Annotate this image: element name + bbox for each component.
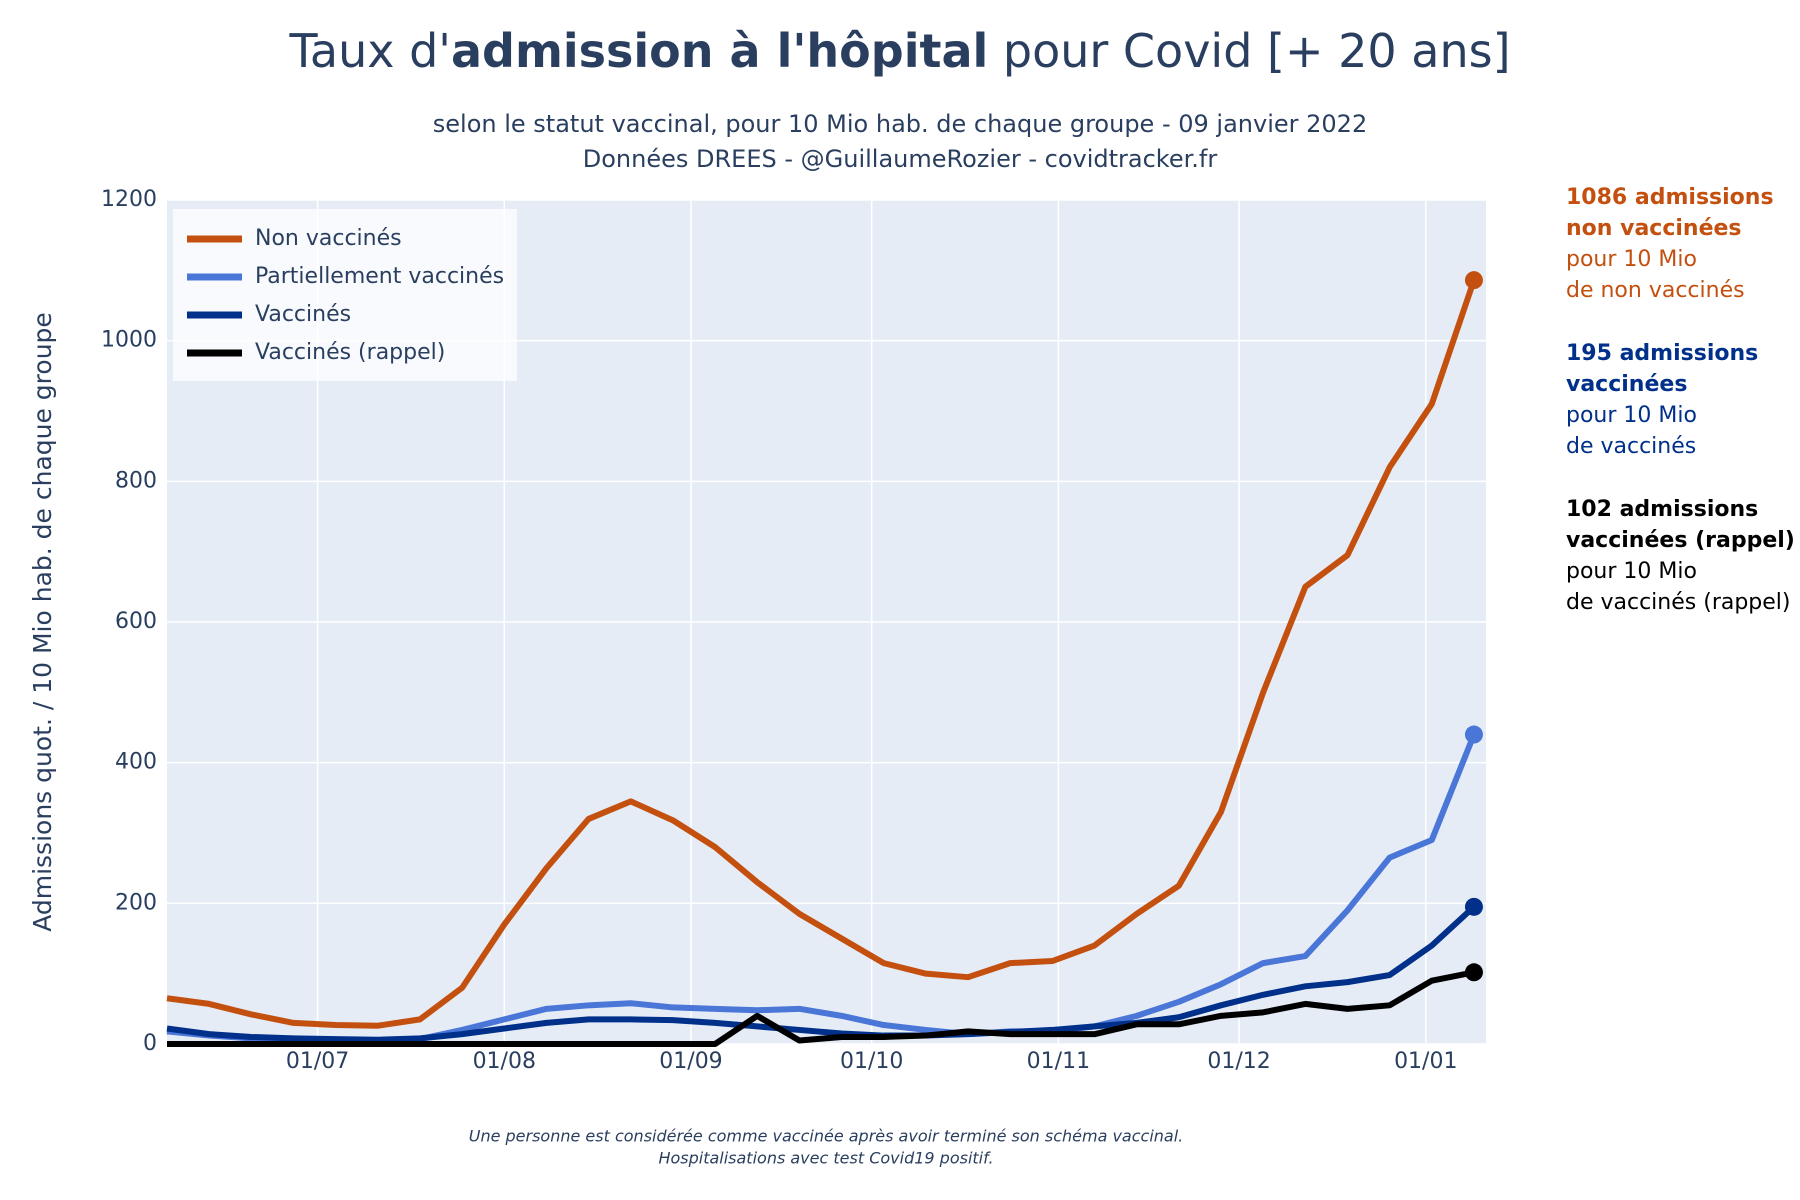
footnote: Une personne est considérée comme vaccin…	[469, 1127, 1184, 1146]
x-tick-label: 01/07	[286, 1049, 349, 1074]
x-tick-label: 01/12	[1207, 1049, 1270, 1074]
annotation-bold: 195 admissions	[1566, 341, 1758, 366]
series-line	[166, 279, 1477, 1029]
legend-label: Non vaccinés	[255, 226, 402, 251]
annotation-text: pour 10 Mio	[1566, 247, 1697, 272]
y-tick-label: 0	[143, 1031, 157, 1056]
annotation-text: de vaccinés (rappel)	[1566, 590, 1791, 615]
legend-label: Vaccinés (rappel)	[255, 340, 445, 365]
y-tick-label: 1000	[101, 328, 157, 353]
end-marker	[1464, 963, 1483, 982]
title-part: Taux d'	[288, 24, 451, 78]
annotation-text: de vaccinés	[1566, 434, 1696, 459]
end-marker	[1464, 725, 1483, 744]
annotation-bold: 1086 admissions	[1566, 185, 1774, 210]
annotation-text: de non vaccinés	[1566, 278, 1745, 303]
footnote: Hospitalisations avec test Covid19 posit…	[658, 1149, 993, 1168]
series-line	[167, 969, 1475, 1047]
series-line	[166, 904, 1476, 1043]
x-tick-label: 01/01	[1394, 1049, 1457, 1074]
annotation-bold: vaccinées	[1566, 372, 1687, 397]
y-tick-label: 200	[115, 890, 157, 915]
y-tick-label: 1200	[101, 187, 157, 212]
y-tick-label: 600	[115, 609, 157, 634]
title-part: pour Covid [+ 20 ans]	[988, 24, 1510, 78]
annotation-bold: vaccinées (rappel)	[1566, 528, 1795, 553]
annotation-text: pour 10 Mio	[1566, 403, 1697, 428]
chart-title: Taux d'admission à l'hôpital pour Covid …	[288, 24, 1510, 78]
legend-label: Vaccinés	[255, 302, 351, 327]
x-tick-label: 01/09	[659, 1049, 722, 1074]
x-tick-label: 01/08	[473, 1049, 536, 1074]
end-marker	[1464, 897, 1483, 916]
y-axis-title: Admissions quot. / 10 Mio hab. de chaque…	[28, 312, 57, 932]
legend-label: Partiellement vaccinés	[255, 264, 504, 289]
x-tick-label: 01/11	[1027, 1049, 1090, 1074]
y-tick-label: 400	[115, 750, 157, 775]
annotation-text: pour 10 Mio	[1566, 559, 1697, 584]
title-part: admission à l'hôpital	[451, 24, 988, 78]
annotation-bold: 102 admissions	[1566, 497, 1758, 522]
y-tick-label: 800	[115, 468, 157, 493]
x-tick-label: 01/10	[840, 1049, 903, 1074]
end-marker	[1464, 271, 1483, 290]
subtitle: selon le statut vaccinal, pour 10 Mio ha…	[433, 110, 1367, 138]
annotation-bold: non vaccinées	[1566, 216, 1742, 241]
subtitle: Données DREES - @GuillaumeRozier - covid…	[583, 145, 1218, 173]
